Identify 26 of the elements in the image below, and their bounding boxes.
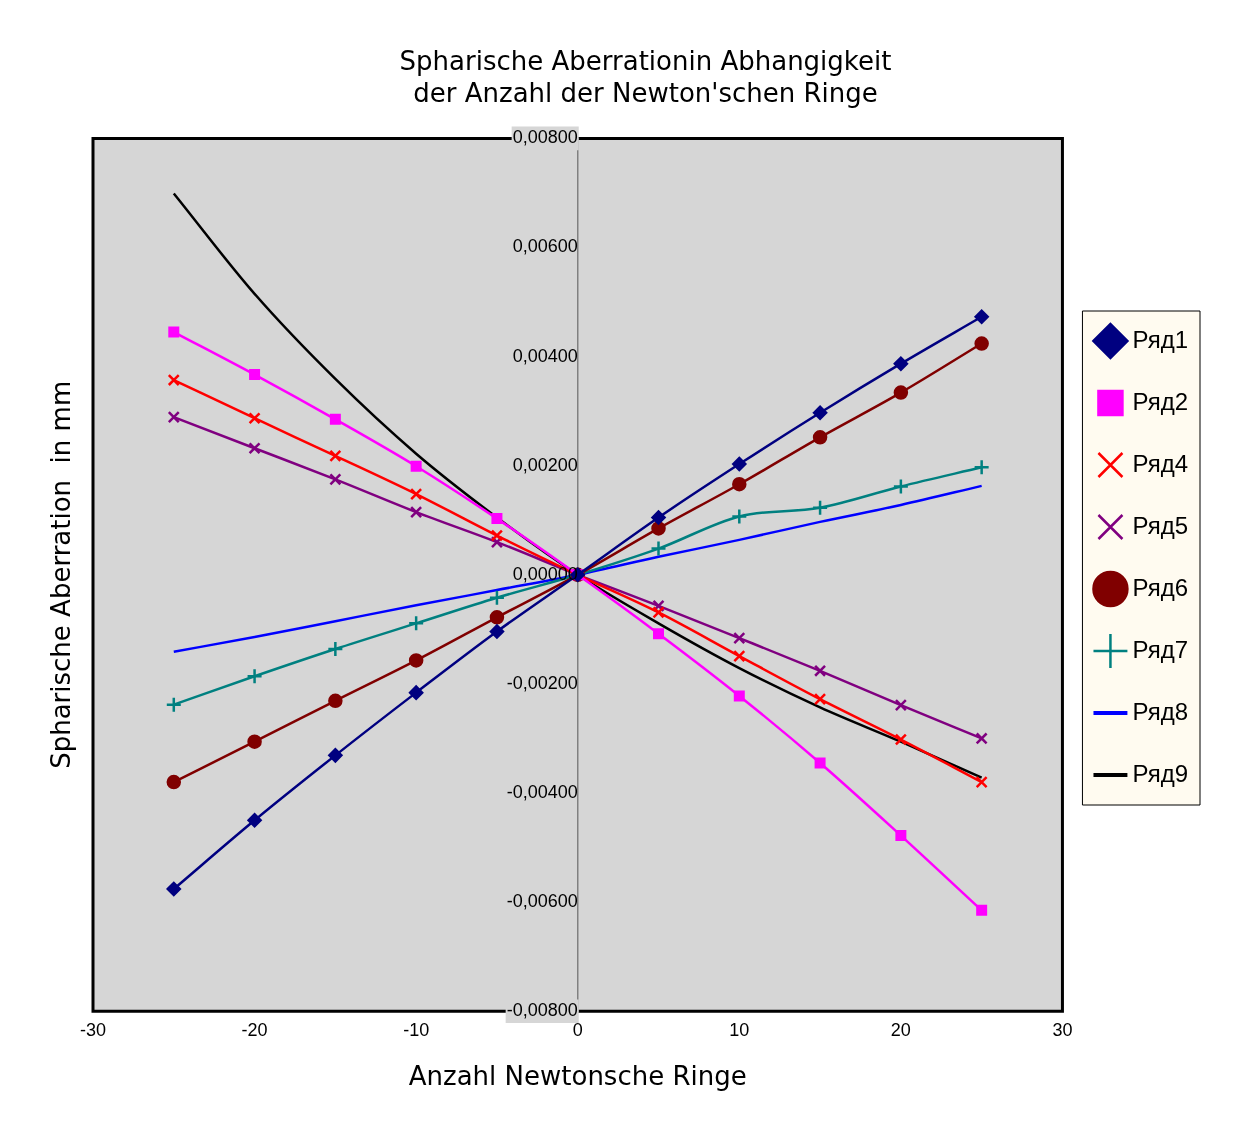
y-tick-label: -0,00200 (506, 672, 578, 693)
x-tick-label: 30 (1052, 1019, 1073, 1040)
legend-label: Ряд8 (1132, 697, 1188, 725)
legend-label: Ряд5 (1132, 511, 1188, 539)
legend-label: Ряд1 (1132, 325, 1188, 353)
x-tick-label: 0 (572, 1019, 583, 1040)
x-tick-label: -30 (79, 1019, 107, 1040)
chart-title: Spharische Aberrationin Abhangigkeit der Anzahl der Newton'schen Ringe (399, 46, 892, 108)
y-tick-label: 0,00600 (512, 236, 578, 257)
x-tick-label: -10 (403, 1019, 430, 1040)
legend-label: Ряд4 (1132, 449, 1188, 477)
y-tick-label: -0,00400 (506, 781, 578, 802)
x-axis-title: Anzahl Newtonsche Ringe (408, 1061, 747, 1092)
x-tick-label: 20 (890, 1019, 911, 1040)
legend-label: Ряд9 (1132, 759, 1188, 787)
y-axis-title: Spharische Aberration in mm (45, 380, 76, 769)
x-tick-label: 10 (729, 1019, 750, 1040)
legend-label: Ряд7 (1132, 635, 1188, 663)
y-tick-label: 0,00400 (512, 345, 578, 366)
y-tick-label: -0,00800 (506, 1000, 578, 1021)
y-tick-label: 0,00800 (512, 127, 578, 148)
legend-label: Ряд6 (1132, 573, 1188, 601)
y-tick-label: 0,00200 (512, 454, 578, 475)
legend-label: Ряд2 (1132, 387, 1188, 415)
x-tick-label: -20 (241, 1019, 268, 1040)
y-tick-label: -0,00600 (506, 891, 578, 912)
